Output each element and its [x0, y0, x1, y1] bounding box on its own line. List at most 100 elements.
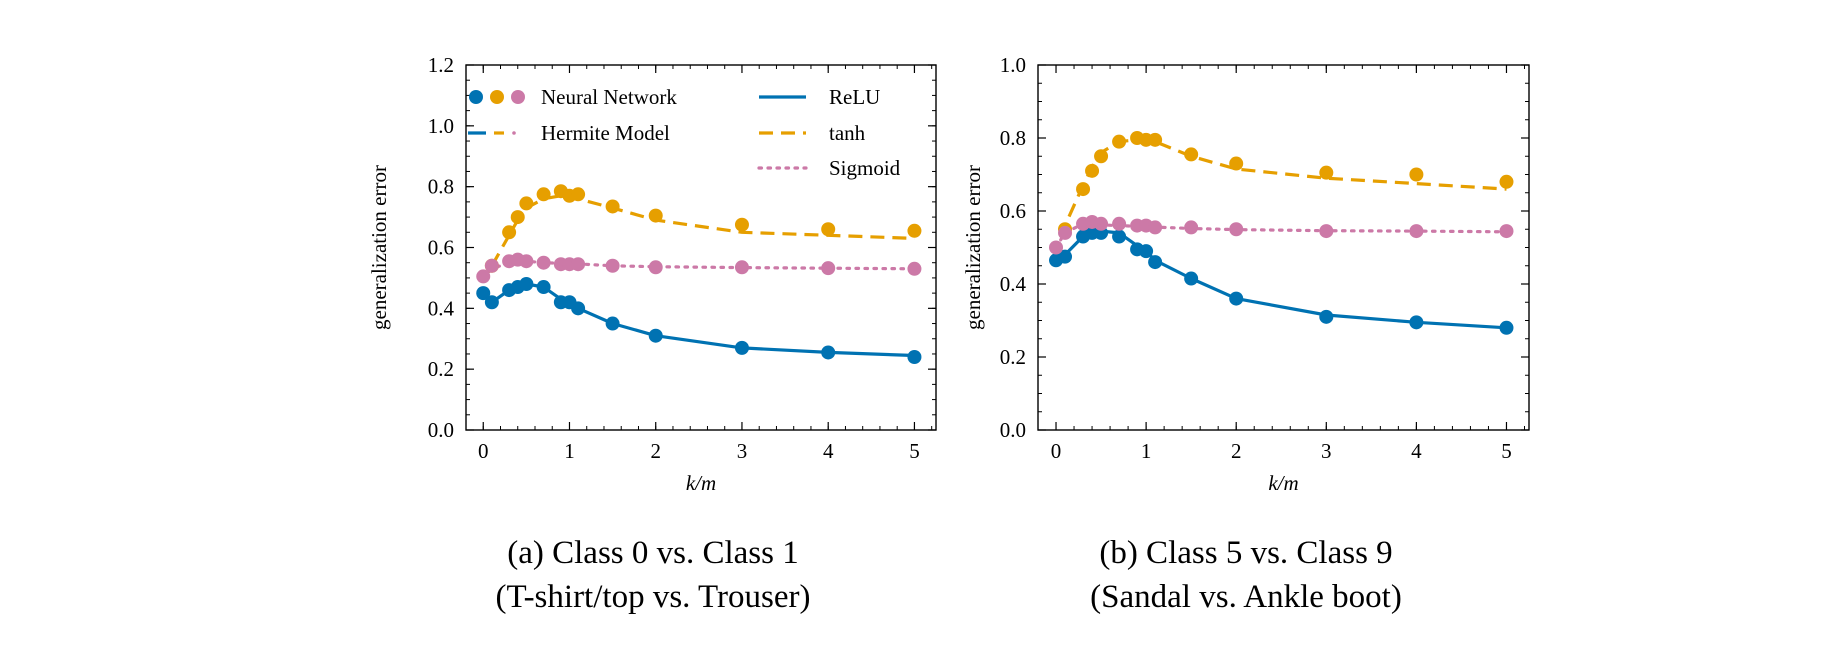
- point-sigmoid: [821, 261, 836, 276]
- plot-frame: [1037, 64, 1530, 431]
- caption-line-2: (Sandal vs. Ankle boot): [1090, 579, 1402, 615]
- legend-marker-nn: [490, 90, 504, 104]
- point-tanh: [605, 199, 620, 214]
- point-relu: [1112, 229, 1127, 244]
- point-sigmoid: [1184, 220, 1199, 235]
- legend-label-neural-network: Neural Network: [541, 85, 677, 109]
- point-tanh: [502, 225, 517, 240]
- point-sigmoid: [1319, 224, 1334, 239]
- point-sigmoid: [571, 257, 586, 272]
- y-tick-label: 0.2: [428, 357, 454, 381]
- point-relu: [1058, 249, 1073, 264]
- caption-line-2: (T-shirt/top vs. Trouser): [495, 579, 810, 615]
- x-tick-label: 3: [1321, 439, 1332, 463]
- series-line-tanh: [490, 194, 915, 267]
- point-relu: [907, 350, 922, 364]
- point-relu: [734, 340, 749, 355]
- point-sigmoid: [648, 260, 663, 275]
- point-tanh: [734, 217, 749, 232]
- point-sigmoid: [1499, 224, 1514, 239]
- point-tanh: [1112, 134, 1127, 149]
- point-tanh: [571, 187, 586, 202]
- point-sigmoid: [1112, 216, 1127, 231]
- point-sigmoid: [476, 269, 491, 284]
- legend-line-hermite: [512, 131, 516, 135]
- point-tanh: [1409, 167, 1424, 182]
- x-tick-label: 2: [650, 439, 661, 463]
- chart-panel-0: 0.0 0.2 0.4 0.6 0.8 1.0 1.2 0 1 2 3 4 5 k/m generaliza…: [367, 53, 937, 615]
- caption-line-1: (b) Class 5 vs. Class 9: [1099, 535, 1392, 571]
- point-sigmoid: [734, 260, 749, 275]
- legend-marker-nn: [511, 90, 525, 104]
- point-relu: [605, 316, 620, 331]
- y-tick-label: 0.8: [1000, 126, 1026, 150]
- point-relu: [1148, 255, 1163, 270]
- x-axis-label: k/m: [686, 471, 716, 495]
- caption-line-1: (a) Class 0 vs. Class 1: [507, 535, 799, 571]
- point-relu: [1409, 315, 1424, 330]
- point-tanh: [1148, 132, 1163, 147]
- series-line-relu: [481, 282, 917, 358]
- point-sigmoid: [1058, 225, 1073, 240]
- y-tick-label: 0.2: [1000, 345, 1026, 369]
- point-tanh: [1499, 174, 1514, 189]
- legend-label-relu: ReLU: [829, 85, 880, 109]
- point-tanh: [1076, 182, 1091, 197]
- point-relu: [536, 280, 551, 295]
- plot-frame: [465, 64, 937, 431]
- y-tick-label: 0.4: [1000, 272, 1027, 296]
- y-tick-label: 1.0: [1000, 53, 1026, 77]
- x-tick-label: 3: [737, 439, 748, 463]
- y-tick-label: 0.4: [428, 296, 455, 320]
- legend-marker-nn: [469, 90, 483, 104]
- x-tick-label: 4: [1411, 439, 1422, 463]
- y-axis-label: generalization error: [961, 165, 985, 330]
- y-tick-label: 0.6: [428, 236, 454, 260]
- point-relu: [1319, 309, 1334, 324]
- x-tick-label: 2: [1231, 439, 1242, 463]
- point-sigmoid: [907, 261, 922, 276]
- legend: Neural Network Hermite Model ReLU tanh Sigmo…: [468, 85, 901, 180]
- point-sigmoid: [484, 258, 499, 273]
- x-axis-label: k/m: [1268, 471, 1298, 495]
- chart-panel-1: 0.0 0.2 0.4 0.6 0.8 1.0 0 1 2 3 4 5 k/m generalizatio…: [961, 53, 1530, 615]
- x-tick-label: 1: [1141, 439, 1152, 463]
- x-tick-label: 0: [1051, 439, 1062, 463]
- y-tick-label: 1.2: [428, 53, 454, 77]
- point-relu: [1499, 320, 1514, 335]
- point-relu: [821, 345, 836, 360]
- point-sigmoid: [1409, 224, 1424, 239]
- point-tanh: [648, 208, 663, 223]
- point-relu: [1229, 291, 1244, 306]
- point-sigmoid: [536, 255, 551, 270]
- legend-label-tanh: tanh: [829, 121, 866, 145]
- x-tick-label: 1: [564, 439, 575, 463]
- y-tick-label: 0.0: [428, 418, 454, 442]
- point-sigmoid: [605, 258, 620, 273]
- point-relu: [1139, 244, 1154, 259]
- y-tick-label: 0.6: [1000, 199, 1026, 223]
- series-line-relu: [1054, 229, 1509, 330]
- point-tanh: [519, 196, 534, 211]
- point-relu: [476, 286, 491, 301]
- x-tick-label: 0: [478, 439, 489, 463]
- point-relu: [1184, 271, 1199, 286]
- point-tanh: [821, 222, 836, 237]
- point-tanh: [510, 210, 525, 225]
- point-tanh: [536, 187, 551, 202]
- legend-label-sigmoid: Sigmoid: [829, 156, 901, 180]
- y-tick-label: 0.0: [1000, 418, 1026, 442]
- point-relu: [484, 295, 499, 310]
- y-axis-label: generalization error: [367, 165, 391, 330]
- point-tanh: [1085, 163, 1100, 178]
- point-tanh: [1319, 165, 1334, 180]
- x-tick-label: 5: [909, 439, 920, 463]
- point-tanh: [1184, 147, 1199, 162]
- y-tick-label: 0.8: [428, 175, 454, 199]
- x-tick-label: 5: [1501, 439, 1512, 463]
- legend-label-hermite-model: Hermite Model: [541, 121, 670, 145]
- point-sigmoid: [519, 254, 534, 269]
- point-sigmoid: [1094, 216, 1109, 231]
- point-relu: [648, 328, 663, 343]
